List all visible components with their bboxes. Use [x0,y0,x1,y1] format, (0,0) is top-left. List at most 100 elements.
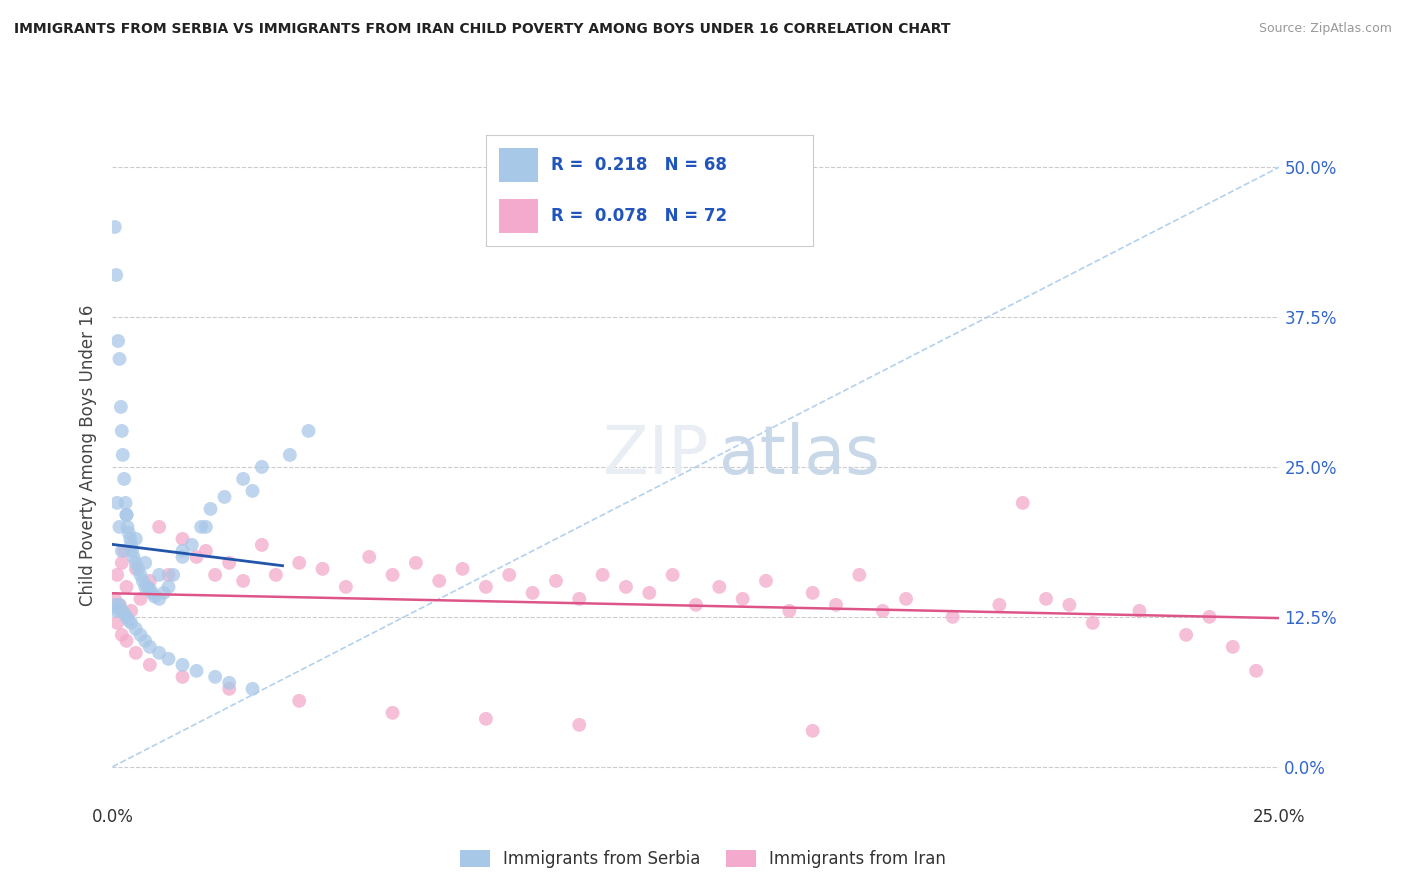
Point [143,590,166,604]
Point [381,706,404,720]
Point [129,628,152,642]
Point [1222,640,1244,654]
Point [125,532,148,546]
Point [148,591,170,606]
Point [104,598,127,612]
Point [105,567,128,582]
Point [218,676,240,690]
Point [118,614,141,628]
Point [544,574,567,588]
Point [204,670,226,684]
Point [942,610,965,624]
Point [136,580,159,594]
Point [157,580,180,594]
Point [264,567,287,582]
Point [359,549,381,564]
Point [172,670,194,684]
Point [108,598,131,612]
Point [848,567,870,582]
Point [110,400,132,414]
Point [522,586,544,600]
Point [134,556,156,570]
Point [108,598,131,612]
Point [104,591,127,606]
Point [1128,604,1150,618]
Point [125,622,148,636]
Point [129,567,152,582]
Point [115,580,138,594]
Point [661,567,683,582]
Point [108,351,131,366]
Point [104,219,127,234]
Point [118,525,141,540]
Point [250,459,273,474]
Point [498,567,520,582]
Text: Source: ZipAtlas.com: Source: ZipAtlas.com [1258,22,1392,36]
Point [214,490,236,504]
Point [614,580,637,594]
Point [115,508,138,522]
Point [134,580,156,594]
Point [278,448,301,462]
Point [105,615,128,630]
Point [778,604,800,618]
Point [232,472,254,486]
Point [218,681,240,696]
Point [141,586,163,600]
Point [568,591,591,606]
Point [139,582,162,597]
Point [825,598,848,612]
Point [115,633,138,648]
Point [125,646,148,660]
Point [105,496,128,510]
Point [190,520,212,534]
Point [148,567,170,582]
Y-axis label: Child Poverty Among Boys Under 16: Child Poverty Among Boys Under 16 [79,304,97,606]
Point [638,586,661,600]
Point [112,607,135,621]
Point [709,580,731,594]
Point [105,268,128,282]
Point [148,646,170,660]
Point [242,483,264,498]
Point [1175,628,1198,642]
Point [1198,610,1220,624]
Point [127,562,149,576]
Point [1081,615,1104,630]
Point [105,604,128,618]
Point [111,556,134,570]
Text: IMMIGRANTS FROM SERBIA VS IMMIGRANTS FROM IRAN CHILD POVERTY AMONG BOYS UNDER 16: IMMIGRANTS FROM SERBIA VS IMMIGRANTS FRO… [14,22,950,37]
Point [153,586,176,600]
Point [122,549,145,564]
Point [475,712,498,726]
Point [1244,664,1267,678]
Point [132,574,155,588]
Point [894,591,917,606]
Point [108,520,131,534]
Point [172,549,194,564]
Point [139,640,162,654]
Point [311,562,333,576]
Point [250,538,273,552]
Point [872,604,894,618]
Point [194,520,217,534]
Point [335,580,357,594]
Point [162,567,184,582]
Point [1059,598,1081,612]
Point [121,544,143,558]
Point [297,424,319,438]
Point [288,556,311,570]
Point [475,580,498,594]
Point [1035,591,1057,606]
Point [107,334,129,348]
Point [115,508,138,522]
Point [592,567,614,582]
Point [115,610,138,624]
Point [148,520,170,534]
Point [120,615,142,630]
Point [172,544,194,558]
Point [134,633,156,648]
Point [801,586,824,600]
Point [988,598,1011,612]
Point [186,664,208,678]
